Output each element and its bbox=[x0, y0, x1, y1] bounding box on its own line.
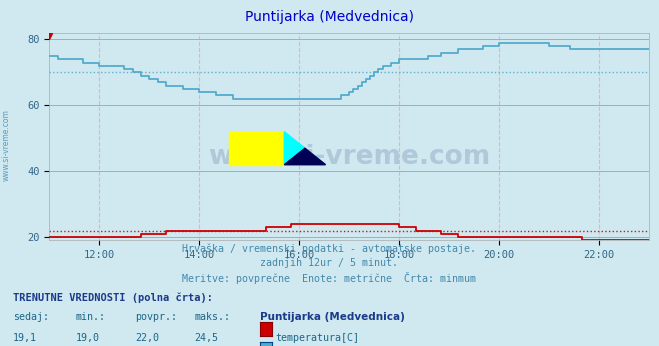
Text: maks.:: maks.: bbox=[194, 312, 231, 322]
Text: www.si-vreme.com: www.si-vreme.com bbox=[2, 109, 11, 181]
Text: temperatura[C]: temperatura[C] bbox=[275, 333, 359, 343]
Text: povpr.:: povpr.: bbox=[135, 312, 177, 322]
Text: www.si-vreme.com: www.si-vreme.com bbox=[208, 144, 490, 171]
Text: 19,0: 19,0 bbox=[76, 333, 100, 343]
Text: Meritve: povprečne  Enote: metrične  Črta: minmum: Meritve: povprečne Enote: metrične Črta:… bbox=[183, 272, 476, 284]
Text: TRENUTNE VREDNOSTI (polna črta):: TRENUTNE VREDNOSTI (polna črta): bbox=[13, 292, 213, 303]
Text: 22,0: 22,0 bbox=[135, 333, 159, 343]
Text: Puntijarka (Medvednica): Puntijarka (Medvednica) bbox=[245, 10, 414, 24]
Polygon shape bbox=[284, 132, 326, 165]
Text: 24,5: 24,5 bbox=[194, 333, 218, 343]
Text: Puntijarka (Medvednica): Puntijarka (Medvednica) bbox=[260, 312, 405, 322]
Polygon shape bbox=[284, 148, 326, 165]
Text: zadnjih 12ur / 5 minut.: zadnjih 12ur / 5 minut. bbox=[260, 258, 399, 268]
Text: min.:: min.: bbox=[76, 312, 106, 322]
Text: Hrvaška / vremenski podatki - avtomatske postaje.: Hrvaška / vremenski podatki - avtomatske… bbox=[183, 244, 476, 254]
Bar bbox=[229, 132, 284, 165]
Text: sedaj:: sedaj: bbox=[13, 312, 49, 322]
Text: 19,1: 19,1 bbox=[13, 333, 37, 343]
